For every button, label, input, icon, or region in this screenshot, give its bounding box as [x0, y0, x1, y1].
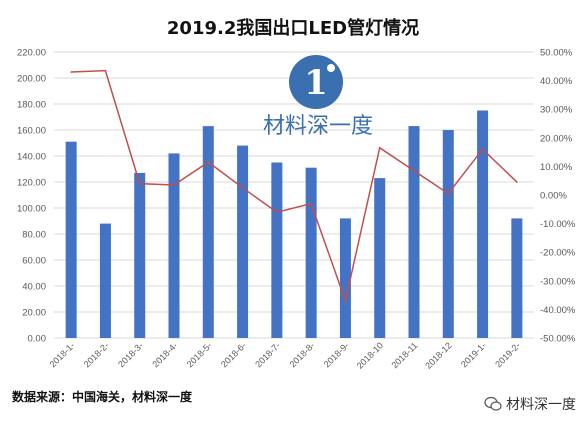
- bottom-watermark-text: 材料深一度: [506, 397, 576, 413]
- right-axis-ticks: -50.00% -40.00% -30.00% -20.00% -10.00% 0.00%…: [540, 48, 576, 345]
- x-tick-label: 2019-2-: [493, 340, 522, 369]
- left-tick-label: 200.00: [17, 74, 46, 85]
- wechat-icon: [484, 396, 502, 411]
- line-point: [70, 71, 72, 73]
- x-tick-label: 2018-5-: [185, 340, 214, 369]
- line-point: [104, 69, 107, 72]
- watermark-text: 材料深一度: [263, 114, 373, 139]
- bar: [511, 218, 523, 338]
- bar: [271, 162, 283, 338]
- bar: [374, 178, 386, 338]
- bar: [99, 223, 111, 338]
- x-tick-label: 2018-12: [423, 340, 453, 370]
- left-tick-label: 220.00: [17, 48, 46, 59]
- logo-dot-icon: [327, 64, 335, 72]
- growth-line: [71, 69, 518, 304]
- logo-letter: 1: [304, 63, 328, 103]
- x-tick-label: 2018-1-: [48, 340, 77, 369]
- left-tick-label: 40.00: [22, 282, 46, 293]
- right-tick-label: 40.00%: [540, 76, 573, 87]
- line-point: [241, 187, 244, 189]
- x-tick-label: 2018-6-: [219, 340, 248, 369]
- line-series: [70, 69, 518, 304]
- x-tick-label: 2018-11: [389, 340, 419, 370]
- left-tick-label: 0.00: [28, 334, 47, 345]
- left-axis-ticks: 0.00 20.00 40.00 60.00 80.00 100.00 120.00 140.…: [17, 48, 46, 345]
- line-point: [378, 147, 381, 149]
- line-point: [344, 300, 347, 302]
- x-tick-label: 2018-4-: [150, 340, 179, 369]
- line-point: [138, 182, 141, 185]
- right-tick-label: 0.00%: [540, 191, 567, 202]
- right-tick-label: -20.00%: [540, 248, 576, 259]
- line-point: [481, 148, 484, 151]
- left-tick-label: 20.00: [22, 308, 46, 319]
- right-tick-label: -50.00%: [540, 334, 576, 345]
- bar-series: [65, 110, 523, 338]
- bar: [442, 130, 454, 338]
- left-tick-label: 160.00: [17, 126, 46, 137]
- right-tick-label: 30.00%: [540, 105, 573, 116]
- watermark-logo: 1 材料深一度: [263, 55, 373, 139]
- x-tick-label: 2018-7-: [253, 340, 282, 369]
- right-tick-label: -40.00%: [540, 305, 576, 316]
- x-tick-label: 2019-1-: [459, 340, 488, 369]
- bar: [65, 141, 77, 338]
- x-tick-label: 2018-8-: [288, 340, 317, 369]
- x-tick-label: 2018-9-: [322, 340, 351, 369]
- line-point: [310, 202, 312, 205]
- bar: [134, 172, 146, 338]
- bottom-watermark: 材料深一度: [484, 394, 576, 414]
- bar: [202, 126, 214, 338]
- x-tick-label: 2018-2-: [82, 340, 111, 369]
- right-tick-label: -10.00%: [540, 219, 576, 230]
- line-point: [413, 169, 415, 172]
- line-point: [447, 192, 450, 195]
- left-tick-label: 140.00: [17, 152, 46, 163]
- left-tick-label: 60.00: [22, 256, 46, 267]
- bar: [339, 218, 351, 338]
- left-tick-label: 120.00: [17, 178, 46, 189]
- line-point: [516, 181, 518, 183]
- right-tick-label: 20.00%: [540, 133, 573, 144]
- line-point: [173, 184, 175, 186]
- bar: [305, 167, 317, 338]
- chart-title: 2019.2我国出口LED管灯情况: [167, 17, 419, 39]
- x-tick-label: 2018-10: [355, 340, 385, 370]
- bar: [477, 110, 489, 338]
- bar: [168, 153, 180, 338]
- x-tick-label: 2018-3-: [116, 340, 145, 369]
- line-point: [207, 161, 210, 163]
- bar: [237, 145, 249, 338]
- right-tick-label: -30.00%: [540, 276, 576, 287]
- left-tick-label: 100.00: [17, 204, 46, 215]
- left-tick-label: 180.00: [17, 100, 46, 111]
- bar: [408, 126, 420, 338]
- right-tick-label: 10.00%: [540, 162, 573, 173]
- line-point: [276, 211, 278, 213]
- data-source: 数据来源：中国海关，材料深一度: [12, 390, 193, 404]
- x-axis-ticks: 2018-1- 2018-2- 2018-3- 2018-4- 2018-5- 2018-…: [48, 340, 523, 370]
- left-tick-label: 80.00: [22, 230, 46, 241]
- right-tick-label: 50.00%: [540, 48, 573, 59]
